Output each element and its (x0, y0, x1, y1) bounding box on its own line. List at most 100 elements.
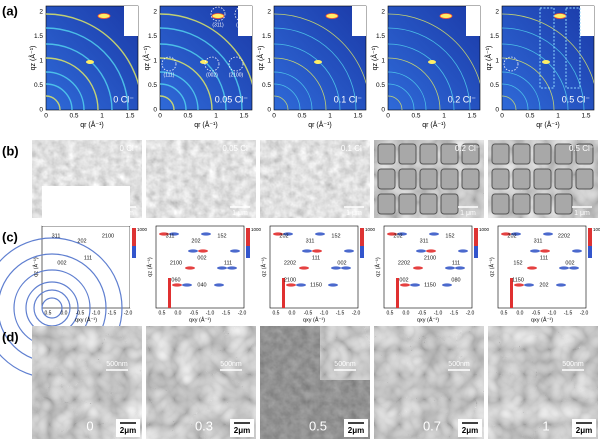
grain (533, 143, 552, 165)
colorbar (588, 228, 592, 258)
diffraction-spot (543, 232, 553, 236)
x-tick-label: 0 (44, 113, 48, 120)
caption: 1 (542, 418, 549, 433)
plane-label: 2202 (558, 233, 570, 239)
diffraction-spot (341, 266, 351, 270)
sem-image (260, 140, 370, 218)
diffraction-spot (315, 232, 325, 236)
diffraction-spot (299, 266, 309, 270)
diffraction-spot (416, 249, 426, 253)
inset-scale-label: 500nm (448, 361, 470, 368)
x-tick-label: 0.5 (69, 113, 78, 120)
x-tick-label: -0.5 (418, 310, 427, 316)
diffraction-spot (527, 266, 537, 270)
diffraction-spot (413, 266, 423, 270)
y-tick-label: 0.5 (262, 82, 271, 89)
caption: 0.2 Cl⁻ (455, 144, 480, 153)
x-tick-label: -1.5 (564, 310, 573, 316)
ring-mask (42, 186, 130, 226)
colorbar-low (588, 246, 592, 258)
giwaxs-rings (388, 6, 480, 110)
plane-label: 311 (420, 238, 429, 244)
y-tick-label: 2 (153, 9, 157, 16)
x-tick-label: 0 (386, 113, 390, 120)
colorbar-low (132, 246, 136, 258)
caption: 0.5 Cl⁻ (562, 94, 591, 104)
diffraction-spot (569, 266, 579, 270)
grain (419, 168, 438, 190)
plane-label: 202 (507, 233, 516, 239)
diffraction-spot (296, 283, 306, 287)
x-tick-label: 0.5 (159, 310, 166, 316)
y-axis-label: qz (Å⁻¹) (370, 46, 379, 71)
x-tick-label: -0.5 (304, 310, 313, 316)
x-tick-label: 0.0 (289, 310, 296, 316)
y-axis-label: qz (Å⁻¹) (260, 257, 267, 277)
diffraction-spot (501, 232, 511, 236)
inset (433, 325, 485, 381)
x-tick-label: -1.0 (434, 310, 443, 316)
giwaxs-bg (387, 5, 481, 111)
diffraction-spot (397, 232, 407, 236)
x-tick-label: -2.0 (352, 310, 361, 316)
plane-label: 152 (513, 260, 522, 266)
y-tick-label: 0.5 (148, 82, 157, 89)
diffraction-spot (283, 232, 293, 236)
spot (211, 13, 225, 19)
giwaxs-rings (160, 6, 252, 110)
x-tick-label: 0 (272, 113, 276, 120)
annotation: (111) (164, 72, 175, 78)
colorbar-low (246, 246, 250, 258)
grain (419, 193, 438, 215)
plane-label: 111 (312, 255, 320, 261)
y-tick-label: 0 (381, 107, 385, 114)
x-tick-label: 1.5 (581, 113, 590, 120)
plane-label: 002 (399, 277, 408, 283)
y-tick-label: 0 (39, 107, 43, 114)
plane-label: 202 (539, 282, 548, 288)
grain (440, 168, 459, 190)
x-tick-label: -2.0 (466, 310, 475, 316)
inset (547, 325, 599, 381)
colorbar (360, 228, 364, 258)
scale-label: 2μm (120, 426, 136, 435)
diffraction-spot (198, 249, 208, 253)
grain (491, 168, 510, 190)
colorbar (246, 228, 250, 258)
panel-label: (b) (2, 143, 19, 158)
caption: 0.5 Cl⁻ (569, 144, 594, 153)
white-mask (238, 6, 252, 36)
spot (314, 60, 322, 64)
grain (533, 193, 552, 215)
colorbar-label: 1000 (251, 227, 262, 232)
plane-label: 080 (451, 277, 460, 283)
white-mask (124, 6, 138, 36)
y-tick-label: 2 (381, 9, 385, 16)
dashed-box (539, 7, 555, 89)
diffraction-spot (172, 283, 182, 287)
ring (41, 297, 63, 319)
scale-label: 2μm (462, 426, 478, 435)
x-tick-label: -0.5 (76, 310, 85, 316)
diffraction-spot (217, 266, 227, 270)
inset-scale-label: 500nm (334, 361, 356, 368)
x-axis-label: qr (Å⁻¹) (308, 120, 332, 129)
x-axis-label: qxy (Å⁻¹) (75, 316, 97, 323)
x-axis-label: qr (Å⁻¹) (80, 120, 104, 129)
diffraction-spot (214, 283, 224, 287)
y-tick-label: 0.5 (34, 82, 43, 89)
y-axis-label: qz (Å⁻¹) (488, 257, 495, 277)
y-tick-label: 1.5 (490, 33, 499, 40)
plane-label: 111 (540, 255, 548, 261)
caption: 0.1 Cl⁻ (334, 94, 363, 104)
diffraction-spot (524, 283, 534, 287)
y-axis-label: qz (Å⁻¹) (32, 257, 39, 277)
spot (553, 13, 567, 19)
plane-label: 002 (197, 255, 206, 261)
y-tick-label: 0.5 (490, 82, 499, 89)
x-tick-label: 0.5 (273, 310, 280, 316)
plane-label: 1150 (310, 282, 322, 288)
grain (398, 143, 417, 165)
caption: 0.3 (195, 418, 213, 433)
y-axis-label: qz (Å⁻¹) (484, 46, 493, 71)
